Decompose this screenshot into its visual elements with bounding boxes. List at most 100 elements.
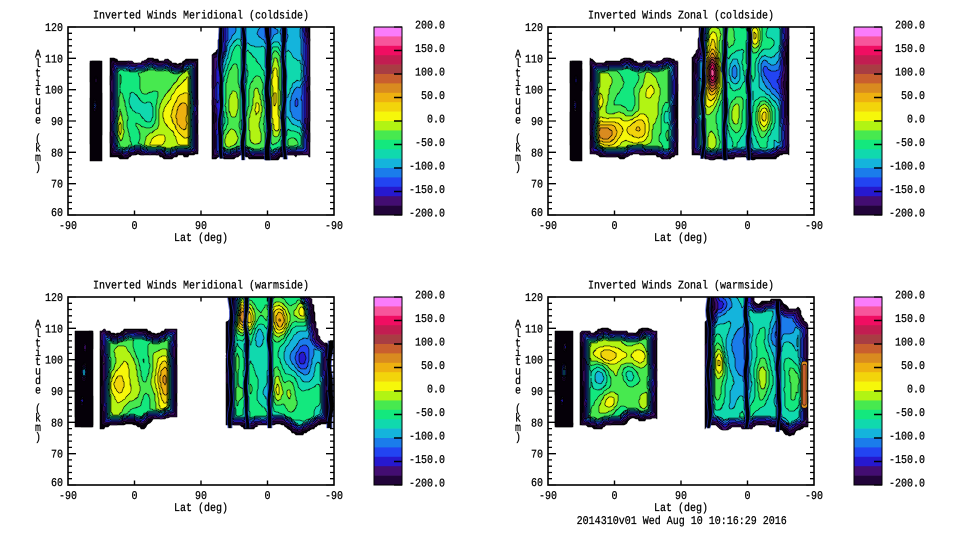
svg-text:120: 120 (45, 293, 63, 306)
svg-text:t: t (35, 68, 41, 81)
svg-text:-90: -90 (539, 221, 557, 234)
svg-text:60: 60 (51, 478, 63, 491)
svg-text:-200.0: -200.0 (409, 208, 445, 221)
svg-text:0: 0 (131, 221, 137, 234)
svg-text:100: 100 (525, 85, 543, 98)
svg-text:Lat (deg): Lat (deg) (174, 502, 228, 516)
svg-text:-100.0: -100.0 (409, 161, 445, 174)
svg-text:70: 70 (51, 449, 63, 462)
svg-text:e: e (35, 385, 41, 398)
svg-text:t: t (35, 338, 41, 351)
svg-text:-90: -90 (59, 221, 77, 234)
svg-text:i: i (515, 76, 521, 90)
svg-text:Inverted Winds Zonal (warmside: Inverted Winds Zonal (warmside) (588, 279, 774, 293)
svg-text:Lat (deg): Lat (deg) (654, 502, 708, 516)
svg-text:m: m (515, 153, 521, 166)
svg-text:l: l (515, 58, 521, 72)
svg-text:120: 120 (45, 23, 63, 36)
svg-text:k: k (35, 412, 41, 426)
svg-text:(: ( (515, 403, 521, 417)
svg-text:200.0: 200.0 (415, 290, 445, 303)
svg-text:60: 60 (531, 478, 543, 491)
svg-text:Inverted Winds Zonal (coldside: Inverted Winds Zonal (coldside) (588, 9, 774, 23)
svg-text:l: l (35, 58, 41, 72)
svg-text:90: 90 (51, 117, 63, 130)
svg-text:110: 110 (45, 54, 63, 67)
svg-text:d: d (515, 105, 521, 119)
svg-text:50.0: 50.0 (901, 361, 925, 374)
svg-text:0.0: 0.0 (427, 114, 445, 127)
svg-text:l: l (35, 328, 41, 342)
svg-text:60: 60 (531, 208, 543, 221)
svg-text:-100.0: -100.0 (409, 431, 445, 444)
svg-text:70: 70 (531, 449, 543, 462)
svg-text:t: t (515, 87, 521, 100)
svg-text:150.0: 150.0 (895, 314, 925, 327)
svg-text:-200.0: -200.0 (889, 478, 925, 491)
svg-text:0: 0 (611, 491, 617, 504)
svg-text:-90: -90 (539, 491, 557, 504)
svg-text:100: 100 (45, 85, 63, 98)
svg-text:A: A (35, 49, 41, 62)
svg-text:k: k (515, 412, 521, 426)
svg-text:200.0: 200.0 (415, 20, 445, 33)
svg-text:(: ( (515, 133, 521, 147)
svg-text:t: t (35, 87, 41, 100)
svg-text:90: 90 (675, 221, 687, 234)
svg-text:-50.0: -50.0 (415, 408, 445, 421)
svg-text:(: ( (35, 133, 41, 147)
svg-text:k: k (515, 142, 521, 156)
svg-text:110: 110 (45, 324, 63, 337)
svg-text:d: d (35, 105, 41, 119)
svg-text:d: d (515, 375, 521, 389)
svg-text:90: 90 (51, 387, 63, 400)
svg-text:u: u (515, 96, 521, 109)
svg-text:0: 0 (264, 221, 270, 234)
svg-text:100.0: 100.0 (415, 337, 445, 350)
svg-text:100: 100 (45, 355, 63, 368)
svg-text:-90: -90 (805, 221, 823, 234)
svg-text:i: i (515, 346, 521, 360)
svg-text:50.0: 50.0 (421, 361, 445, 374)
svg-text:-90: -90 (325, 221, 343, 234)
svg-text:-100.0: -100.0 (889, 161, 925, 174)
svg-text:Inverted Winds Meridional (war: Inverted Winds Meridional (warmside) (93, 279, 309, 293)
svg-text:-90: -90 (805, 491, 823, 504)
svg-text:-90: -90 (59, 491, 77, 504)
svg-text:-150.0: -150.0 (409, 455, 445, 468)
svg-text:-100.0: -100.0 (889, 431, 925, 444)
svg-text:-150.0: -150.0 (889, 455, 925, 468)
svg-text:t: t (515, 357, 521, 370)
svg-text:120: 120 (525, 23, 543, 36)
svg-text:0: 0 (744, 221, 750, 234)
svg-text:0: 0 (264, 491, 270, 504)
svg-text:m: m (515, 423, 521, 436)
svg-text:80: 80 (531, 148, 543, 161)
svg-text:150.0: 150.0 (415, 44, 445, 57)
svg-text:-200.0: -200.0 (409, 478, 445, 491)
svg-text:u: u (35, 366, 41, 379)
svg-text:t: t (515, 338, 521, 351)
svg-text:90: 90 (531, 387, 543, 400)
svg-text:100.0: 100.0 (895, 67, 925, 80)
svg-text:u: u (35, 96, 41, 109)
svg-text:50.0: 50.0 (421, 91, 445, 104)
svg-text:A: A (515, 49, 521, 62)
svg-text:50.0: 50.0 (901, 91, 925, 104)
svg-text:(: ( (35, 403, 41, 417)
svg-text:90: 90 (531, 117, 543, 130)
svg-text:A: A (35, 319, 41, 332)
svg-text:k: k (35, 142, 41, 156)
svg-text:90: 90 (195, 221, 207, 234)
svg-text:0: 0 (611, 221, 617, 234)
svg-text:100.0: 100.0 (415, 67, 445, 80)
svg-text:90: 90 (195, 491, 207, 504)
svg-text:90: 90 (675, 491, 687, 504)
svg-text:t: t (35, 357, 41, 370)
svg-text:150.0: 150.0 (415, 314, 445, 327)
svg-text:i: i (35, 346, 41, 360)
svg-text:e: e (515, 385, 521, 398)
svg-text:-50.0: -50.0 (895, 138, 925, 151)
svg-text:70: 70 (51, 179, 63, 192)
svg-text:0.0: 0.0 (907, 384, 925, 397)
